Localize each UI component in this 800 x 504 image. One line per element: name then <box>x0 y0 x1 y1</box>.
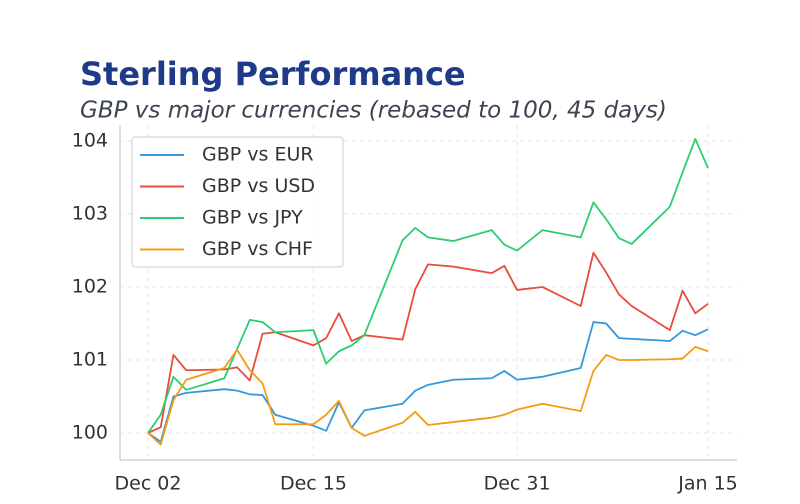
series-line <box>147 321 709 443</box>
legend-label: GBP vs JPY <box>202 207 303 229</box>
chart-title: Sterling Performance <box>80 55 466 93</box>
legend-label: GBP vs CHF <box>202 238 313 260</box>
series-line <box>147 345 709 446</box>
x-tick-label: Jan 15 <box>677 473 738 495</box>
y-tick-label: 104 <box>72 130 108 152</box>
x-tick-label: Dec 31 <box>484 473 551 495</box>
x-tick-label: Dec 02 <box>115 473 182 495</box>
y-tick-label: 103 <box>72 203 108 225</box>
chart-subtitle: GBP vs major currencies (rebased to 100,… <box>80 98 667 124</box>
y-tick-label: 101 <box>72 349 108 371</box>
y-tick-label: 100 <box>72 421 108 443</box>
legend-box <box>131 136 344 268</box>
y-tick-label: 102 <box>72 276 108 298</box>
legend-label: GBP vs USD <box>202 175 315 197</box>
legend-label: GBP vs EUR <box>202 144 314 166</box>
series-line <box>147 251 709 434</box>
x-tick-label: Dec 15 <box>280 473 347 495</box>
